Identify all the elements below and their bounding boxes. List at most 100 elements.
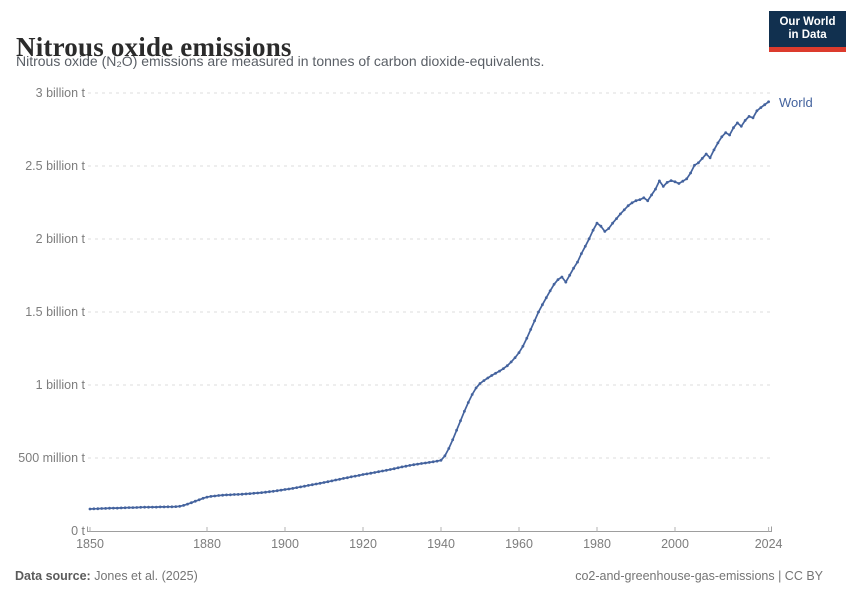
data-point xyxy=(392,467,396,471)
data-point xyxy=(560,275,564,279)
data-point xyxy=(287,487,291,491)
data-point xyxy=(240,492,244,496)
attribution[interactable]: co2-and-greenhouse-gas-emissions | CC BY xyxy=(575,569,823,583)
data-point xyxy=(330,479,334,483)
data-point xyxy=(178,504,182,508)
chart-title: Nitrous oxide emissions xyxy=(16,32,292,63)
data-point xyxy=(244,492,248,496)
data-point xyxy=(279,488,283,492)
data-point xyxy=(295,486,299,489)
data-point xyxy=(92,507,96,511)
data-point xyxy=(658,179,661,183)
data-point xyxy=(716,141,720,145)
data-point xyxy=(650,193,653,197)
y-tick-label: 2 billion t xyxy=(35,232,85,246)
data-point xyxy=(349,475,353,479)
data-point xyxy=(143,505,147,509)
data-point xyxy=(603,230,607,233)
data-point xyxy=(529,328,533,331)
data-source-label: Data source: xyxy=(15,569,91,583)
data-point xyxy=(724,131,728,135)
data-point xyxy=(100,507,104,510)
data-point xyxy=(310,483,314,487)
data-point xyxy=(139,505,143,509)
data-point xyxy=(732,126,735,130)
data-point xyxy=(525,336,529,340)
data-point xyxy=(739,124,743,128)
data-point xyxy=(236,493,240,496)
data-point xyxy=(326,480,330,484)
data-point xyxy=(517,351,521,354)
data-point xyxy=(548,289,552,293)
x-tick-label: 1940 xyxy=(427,537,455,551)
data-point xyxy=(661,185,665,188)
data-point xyxy=(291,487,295,490)
data-point xyxy=(728,133,731,137)
data-point xyxy=(162,505,166,509)
data-point xyxy=(564,280,568,284)
data-point xyxy=(256,491,260,495)
data-point xyxy=(361,473,365,476)
data-point xyxy=(599,224,603,228)
data-point xyxy=(408,464,412,467)
data-point xyxy=(447,447,451,450)
data-point xyxy=(611,221,614,225)
x-tick-label: 2024 xyxy=(754,537,783,551)
data-point xyxy=(435,459,439,463)
data-point xyxy=(427,461,431,464)
data-point xyxy=(712,148,716,152)
owid-logo-redbar xyxy=(769,47,846,52)
data-point xyxy=(443,454,447,458)
data-point xyxy=(115,506,119,510)
data-point xyxy=(669,179,673,183)
owid-logo[interactable]: Our World in Data xyxy=(769,11,846,52)
data-point xyxy=(373,471,377,474)
data-point xyxy=(170,505,174,509)
data-point xyxy=(509,360,513,364)
data-point xyxy=(607,227,611,230)
data-point xyxy=(626,204,630,208)
series-label-world[interactable]: World xyxy=(779,95,813,110)
data-point xyxy=(697,161,700,165)
data-point xyxy=(747,115,751,118)
data-point xyxy=(537,310,540,314)
data-point xyxy=(474,386,478,390)
data-point xyxy=(451,438,455,442)
data-point xyxy=(755,109,759,113)
data-point xyxy=(112,506,115,510)
data-point xyxy=(346,476,349,480)
data-point xyxy=(576,260,579,264)
data-point xyxy=(665,181,669,184)
x-tick-label: 1920 xyxy=(349,537,377,551)
data-point xyxy=(275,489,279,493)
world-series-line[interactable] xyxy=(89,100,770,510)
data-point xyxy=(490,374,494,377)
data-point xyxy=(622,208,626,212)
data-point xyxy=(420,462,423,465)
data-point xyxy=(314,482,318,486)
data-point xyxy=(642,196,646,200)
data-point xyxy=(654,187,657,191)
data-point xyxy=(587,237,591,241)
data-point xyxy=(127,506,131,509)
data-source: Data source: Jones et al. (2025) xyxy=(15,569,198,583)
data-point xyxy=(751,116,755,120)
data-point xyxy=(736,121,739,125)
data-point xyxy=(193,499,197,503)
data-source-value: Jones et al. (2025) xyxy=(94,569,198,583)
data-point xyxy=(201,496,205,500)
data-point xyxy=(174,505,178,508)
data-point xyxy=(463,409,466,413)
data-point xyxy=(299,485,302,489)
data-point xyxy=(377,470,380,474)
data-point xyxy=(470,393,474,396)
data-point xyxy=(424,461,427,465)
data-point xyxy=(704,152,708,156)
x-tick-label: 1900 xyxy=(271,537,299,551)
data-point xyxy=(541,303,544,307)
data-point xyxy=(388,468,392,471)
x-tick-label: 1850 xyxy=(76,537,104,551)
data-point xyxy=(260,491,263,494)
data-point xyxy=(182,504,186,507)
data-point xyxy=(217,494,221,497)
